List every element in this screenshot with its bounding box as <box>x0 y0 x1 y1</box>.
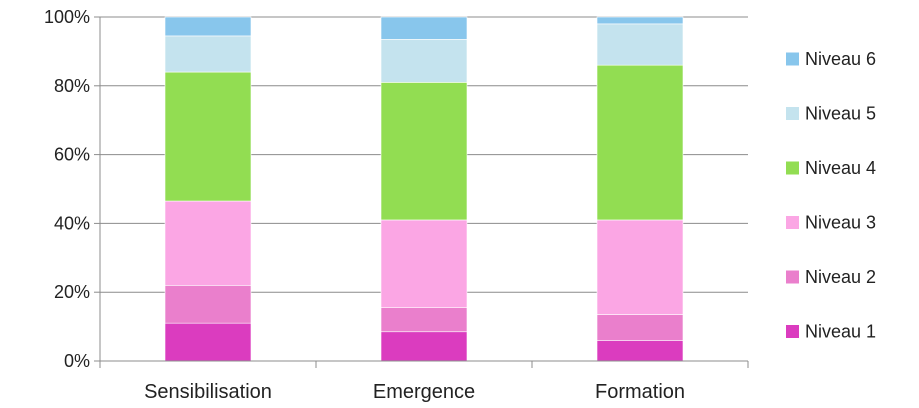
y-tick-label: 0% <box>64 351 90 371</box>
legend-label: Niveau 1 <box>805 322 876 342</box>
legend-label: Niveau 4 <box>805 158 876 178</box>
bar-segment <box>596 219 684 315</box>
legend-swatch <box>786 270 799 284</box>
x-category-label: Emergence <box>373 381 475 403</box>
bar-segment <box>596 340 684 362</box>
bar-segment <box>164 285 252 324</box>
bar-segment <box>164 200 252 286</box>
legend-swatch <box>786 107 799 120</box>
y-tick-label: 60% <box>54 145 90 165</box>
x-category-label: Sensibilisation <box>144 381 272 403</box>
bar-segment <box>380 331 468 362</box>
bar-segment <box>380 219 468 308</box>
bars <box>164 16 684 362</box>
bar-segment <box>164 16 252 37</box>
bar-segment <box>380 39 468 83</box>
y-tick-label: 20% <box>54 282 90 302</box>
legend-swatch <box>786 161 799 175</box>
y-tick-label: 80% <box>54 76 90 96</box>
bar-segment <box>380 307 468 333</box>
axes <box>94 16 749 368</box>
x-category-labels: Sensibilisation Emergence Formation <box>144 381 685 403</box>
y-tick-label: 100% <box>44 7 90 27</box>
bar-segment <box>380 16 468 40</box>
y-tick-label: 40% <box>54 213 90 233</box>
legend-label: Niveau 5 <box>805 104 876 124</box>
legend: Niveau 6 Niveau 5 Niveau 4 Niveau 3 Niveau 2… <box>786 49 876 342</box>
bar-segment <box>596 64 684 221</box>
bar-segment <box>596 314 684 341</box>
bar-segment <box>164 35 252 73</box>
legend-swatch <box>786 216 799 229</box>
legend-label: Niveau 3 <box>805 213 876 233</box>
legend-label: Niveau 6 <box>805 49 876 69</box>
legend-swatch <box>786 52 799 66</box>
legend-swatch <box>786 325 799 338</box>
bar-segment <box>596 16 684 25</box>
bar-segment <box>596 23 684 66</box>
bar-segment <box>380 82 468 221</box>
y-tick-labels: 0% 20% 40% 60% 80% 100% <box>44 7 90 371</box>
bar-segment <box>164 322 252 362</box>
legend-label: Niveau 2 <box>805 267 876 287</box>
bar-segment <box>164 71 252 202</box>
x-category-label: Formation <box>595 381 685 403</box>
